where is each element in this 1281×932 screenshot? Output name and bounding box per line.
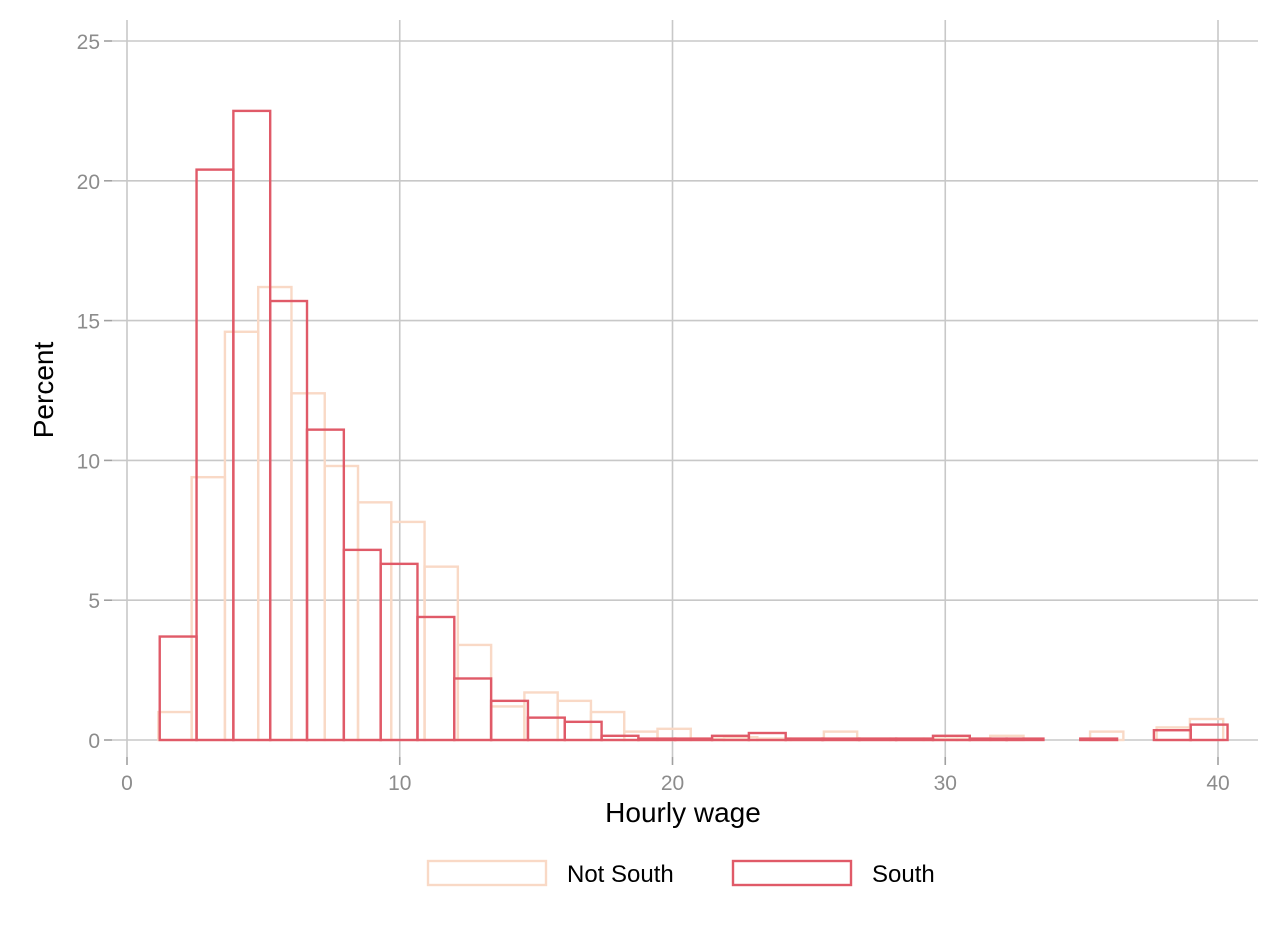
bar-south: [894, 737, 935, 742]
bar-south: [968, 737, 1008, 742]
bar-south: [821, 737, 861, 742]
y-tick-label: 0: [88, 730, 100, 753]
bar-south: [453, 677, 493, 742]
y-tick-label: 10: [77, 450, 100, 473]
x-tick-label: 30: [934, 772, 957, 795]
x-tick-label: 40: [1206, 772, 1229, 795]
legend-swatch-south: [731, 859, 853, 887]
legend-label-not-south: Not South: [567, 861, 674, 888]
bar-south: [1189, 723, 1229, 742]
bar-south: [600, 734, 640, 742]
x-tick-label: 10: [388, 772, 411, 795]
bar-south: [416, 615, 456, 742]
bar-south: [195, 168, 235, 742]
bar-south: [1079, 737, 1119, 742]
y-axis-title: Percent: [28, 342, 59, 439]
bar-south: [747, 731, 787, 742]
y-tick-label: 15: [77, 311, 100, 334]
bar-not-south: [556, 699, 593, 742]
bar-not-south: [256, 285, 293, 742]
bar-not-south: [323, 464, 360, 742]
legend-label-south: South: [872, 861, 935, 888]
axis-ticks: 0 10 20 30 40 0 5 10 15 20 25: [77, 31, 1230, 795]
bar-south: [1005, 737, 1045, 742]
bar-not-south: [356, 501, 393, 742]
bar-south: [563, 720, 603, 742]
bar-south: [784, 737, 824, 742]
bar-south: [232, 109, 272, 742]
bar-south: [342, 548, 382, 742]
x-tick-label: 0: [121, 772, 133, 795]
bar-not-south: [390, 520, 426, 742]
bar-south: [858, 737, 898, 742]
series-not-south-bars: [157, 285, 1225, 742]
bar-south: [674, 737, 714, 742]
series-south-bars: [158, 109, 1229, 742]
y-tick-label: 20: [77, 171, 100, 194]
legend-item-not-south: Not South: [426, 859, 674, 888]
grid-lines: [112, 20, 1258, 757]
legend: Not South South: [426, 859, 935, 888]
bar-not-south: [489, 705, 526, 742]
bar-not-south: [523, 691, 559, 742]
bar-south: [526, 716, 566, 742]
x-tick-label: 20: [661, 772, 684, 795]
x-axis-title: Hourly wage: [605, 797, 761, 828]
bar-not-south: [456, 643, 493, 742]
legend-swatch-not-south: [426, 859, 548, 887]
bar-not-south: [423, 565, 460, 742]
bar-not-south: [223, 330, 260, 742]
y-tick-label: 25: [77, 31, 100, 54]
legend-item-south: South: [731, 859, 935, 888]
bar-south: [1152, 729, 1192, 742]
bar-south: [268, 299, 309, 742]
y-tick-label: 5: [88, 590, 100, 613]
bar-south: [637, 737, 677, 742]
bar-not-south: [157, 710, 193, 742]
